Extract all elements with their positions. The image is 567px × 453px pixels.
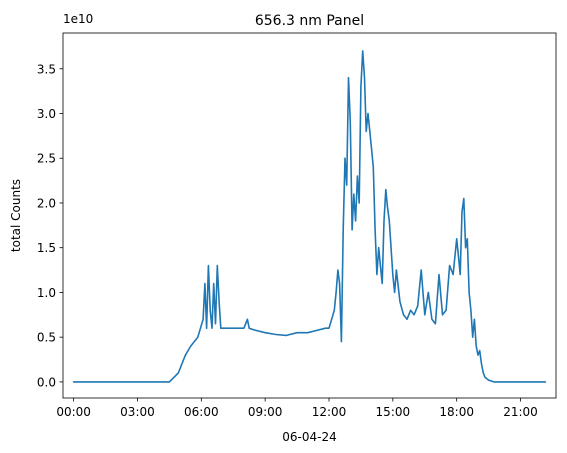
series-line-counts [72, 50, 547, 383]
y-tick-label: 0.0 [37, 375, 56, 389]
y-axis-label: total Counts [9, 179, 23, 252]
y-tick-label: 2.5 [37, 152, 56, 166]
x-tick-label: 12:00 [312, 405, 347, 419]
x-axis-label: 06-04-24 [282, 430, 336, 444]
plot-frame [62, 32, 557, 399]
x-axis-ticks: 00:00 03:00 06:00 09:00 12:00 15:00 18:00 21:00 [56, 398, 538, 419]
y-tick-label: 1.0 [37, 286, 56, 300]
x-tick-label: 15:00 [376, 405, 411, 419]
y-tick-label: 0.5 [37, 331, 56, 345]
x-tick-label: 06:00 [184, 405, 219, 419]
y-tick-label: 3.0 [37, 107, 56, 121]
y-axis-offset-label: 1e10 [63, 12, 93, 26]
chart-title: 656.3 nm Panel [255, 13, 364, 29]
x-tick-label: 09:00 [248, 405, 283, 419]
x-tick-label: 18:00 [439, 405, 474, 419]
x-tick-label: 03:00 [120, 405, 155, 419]
y-axis-ticks: 0.0 0.5 1.0 1.5 2.0 2.5 3.0 3.5 [37, 62, 63, 389]
x-tick-label: 21:00 [503, 405, 538, 419]
y-tick-label: 3.5 [37, 62, 56, 76]
y-tick-label: 2.0 [37, 196, 56, 210]
x-tick-label: 00:00 [56, 405, 91, 419]
y-tick-label: 1.5 [37, 241, 56, 255]
